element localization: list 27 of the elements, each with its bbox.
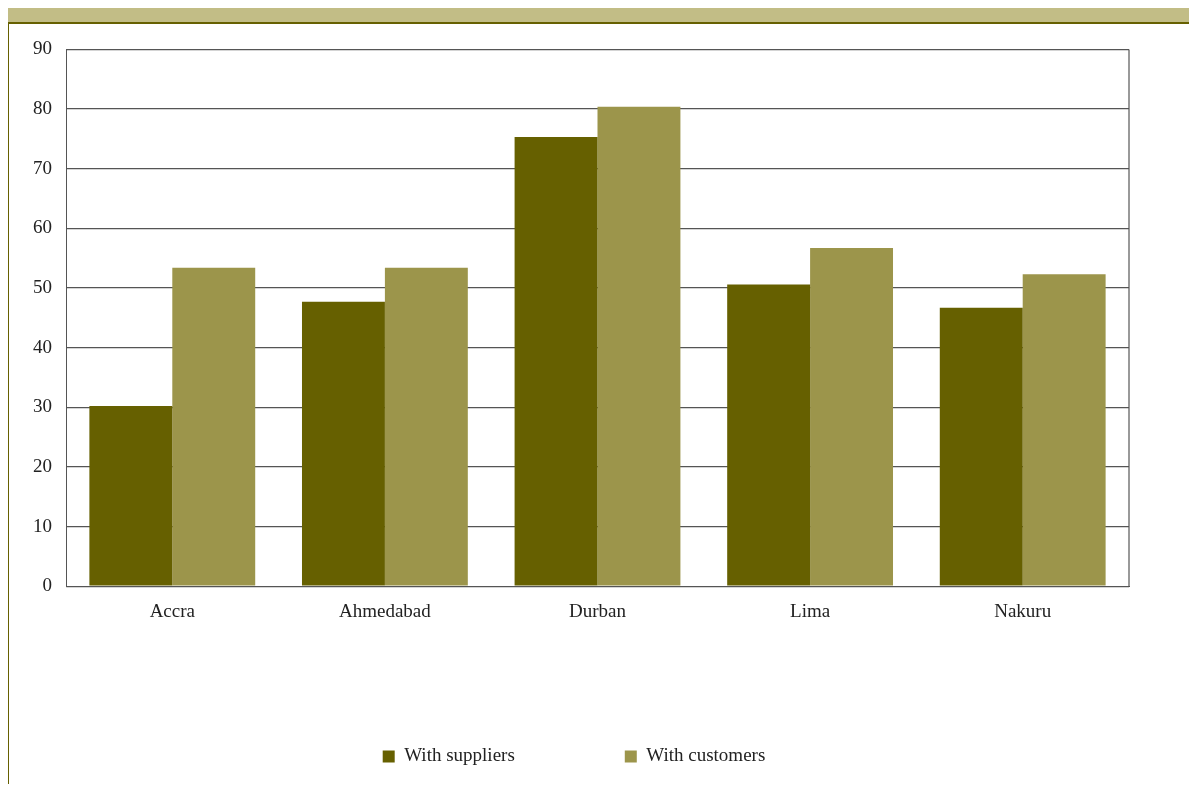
y-tick-label: 50	[33, 275, 52, 297]
x-tick-label: Nakuru	[994, 599, 1052, 621]
bar	[301, 301, 385, 586]
y-tick-label: 0	[42, 574, 52, 596]
bar	[727, 284, 811, 586]
bar	[939, 307, 1023, 586]
bar	[1022, 274, 1106, 586]
y-tick-label: 70	[33, 156, 52, 178]
x-tick-label: Lima	[790, 599, 831, 621]
y-tick-label: 30	[33, 395, 52, 417]
bar	[172, 267, 256, 586]
bar	[89, 406, 173, 586]
y-tick-label: 60	[33, 216, 52, 238]
y-tick-label: 10	[33, 514, 52, 536]
bar	[514, 137, 598, 586]
bar	[597, 106, 681, 586]
legend-label: With customers	[646, 744, 766, 766]
x-tick-label: Ahmedabad	[338, 599, 432, 621]
y-tick-label: 80	[33, 97, 52, 119]
x-tick-label: Accra	[149, 599, 196, 621]
y-tick-label: 90	[33, 37, 52, 59]
x-tick-label: Durban	[569, 599, 627, 621]
legend-label: With suppliers	[404, 744, 515, 766]
y-tick-label: 40	[33, 335, 52, 357]
y-tick-label: 20	[33, 454, 52, 476]
bar	[810, 248, 894, 586]
bar	[384, 267, 468, 586]
